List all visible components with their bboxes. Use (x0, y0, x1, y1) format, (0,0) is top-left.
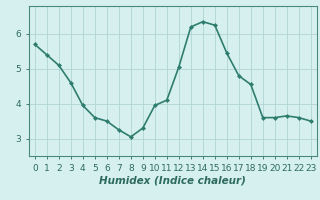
X-axis label: Humidex (Indice chaleur): Humidex (Indice chaleur) (100, 175, 246, 185)
